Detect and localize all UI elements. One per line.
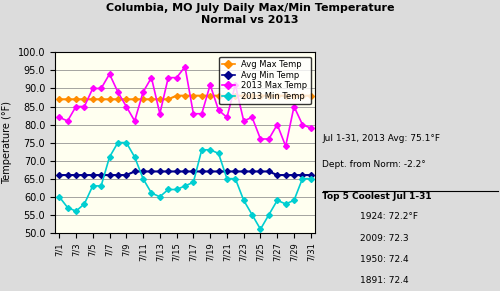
- Text: 1891: 72.4: 1891: 72.4: [360, 276, 408, 285]
- Text: 1950: 72.4: 1950: 72.4: [360, 255, 408, 264]
- Text: 2009: 72.3: 2009: 72.3: [360, 234, 408, 243]
- Text: Dept. from Norm: -2.2°: Dept. from Norm: -2.2°: [322, 160, 426, 169]
- Text: Jul 1-31, 2013 Avg: 75.1°F: Jul 1-31, 2013 Avg: 75.1°F: [322, 134, 440, 143]
- Legend: Avg Max Temp, Avg Min Temp, 2013 Max Temp, 2013 Min Temp: Avg Max Temp, Avg Min Temp, 2013 Max Tem…: [219, 56, 311, 104]
- Y-axis label: Temperature (°F): Temperature (°F): [2, 101, 12, 184]
- Text: Top 5 Coolest Jul 1-31: Top 5 Coolest Jul 1-31: [322, 192, 432, 201]
- Text: Columbia, MO July Daily Max/Min Temperature
Normal vs 2013: Columbia, MO July Daily Max/Min Temperat…: [106, 3, 394, 24]
- Text: 1924: 72.2°F: 1924: 72.2°F: [360, 212, 418, 221]
